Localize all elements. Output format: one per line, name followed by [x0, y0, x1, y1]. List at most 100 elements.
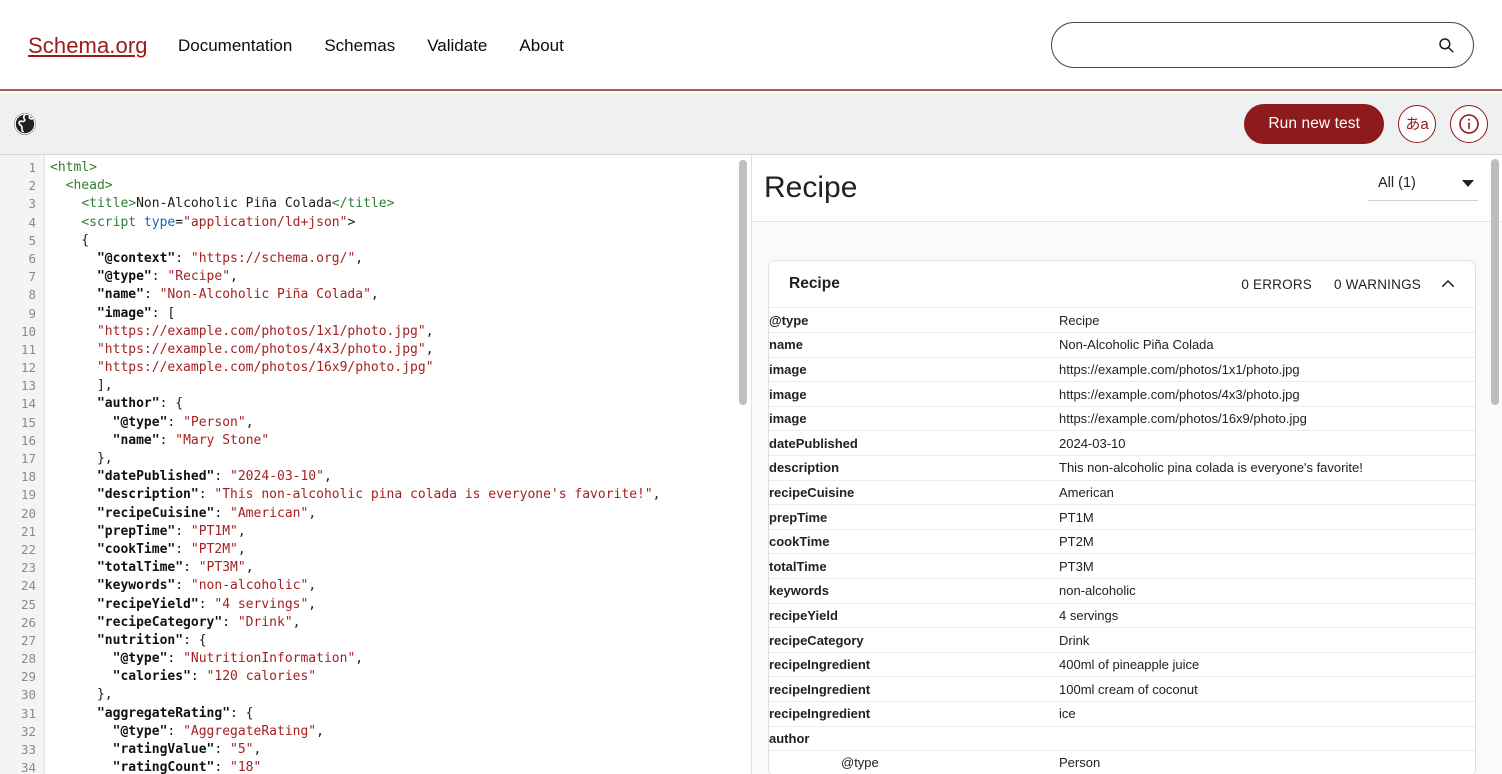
code-line[interactable]: 26 "recipeCategory": "Drink", [0, 614, 751, 632]
chevron-up-icon[interactable] [1439, 275, 1457, 293]
code-line[interactable]: 3 <title>Non-Alcoholic Piña Colada</titl… [0, 195, 751, 213]
code-line[interactable]: 13 ], [0, 377, 751, 395]
nav-item-schemas[interactable]: Schemas [324, 36, 396, 55]
code-editor-pane[interactable]: 1 <html> 2 <head> 3 <title>Non-Alcoholic Pi… [0, 155, 752, 774]
table-row: @type Recipe [769, 308, 1475, 334]
code-line-text[interactable]: "@type": "Person", [112, 414, 254, 430]
line-number: 4 [28, 214, 36, 230]
run-new-test-button[interactable]: Run new test [1244, 103, 1384, 144]
code-line[interactable]: 31 "aggregateRating": { [0, 705, 751, 723]
code-lines[interactable]: 1 <html> 2 <head> 3 <title>Non-Alcoholic Pi… [0, 159, 751, 774]
code-line[interactable]: 2 <head> [0, 177, 751, 195]
code-line-text[interactable]: "prepTime": "PT1M", [96, 523, 246, 539]
nav-item-documentation[interactable]: Documentation [178, 36, 293, 55]
code-line-text[interactable]: <html> [50, 160, 97, 175]
code-line[interactable]: 24 "keywords": "non-alcoholic", [0, 577, 751, 595]
code-line[interactable]: 20 "recipeCuisine": "American", [0, 505, 751, 523]
search-icon[interactable] [1437, 36, 1455, 54]
code-line[interactable]: 6 "@context": "https://schema.org/", [0, 250, 751, 268]
info-button[interactable] [1450, 104, 1488, 143]
code-line[interactable]: 25 "recipeYield": "4 servings", [0, 596, 751, 614]
table-row: recipeIngredient ice [769, 701, 1475, 727]
table-row: datePublished 2024-03-10 [769, 430, 1475, 457]
table-row: keywords non-alcoholic [769, 578, 1475, 604]
table-row: recipeYield 4 servings [769, 603, 1475, 629]
results-scrollbar[interactable] [1491, 159, 1499, 405]
code-line[interactable]: 11 "https://example.com/photos/4x3/photo… [0, 341, 751, 359]
code-line-text[interactable]: "ratingCount": "18" [112, 760, 262, 774]
code-line[interactable]: 1 <html> [0, 159, 751, 177]
code-line-text[interactable]: <title>Non-Alcoholic Piña Colada</title> [81, 196, 395, 212]
code-line-text[interactable]: "nutrition": { [96, 632, 207, 648]
code-line[interactable]: 8 "name": "Non-Alcoholic Piña Colada", [0, 286, 751, 304]
language-toggle-button[interactable]: あa [1398, 104, 1436, 143]
code-line[interactable]: 12 "https://example.com/photos/16x9/phot… [0, 359, 751, 377]
nav-item-validate[interactable]: Validate [427, 36, 488, 55]
line-number: 11 [20, 341, 36, 357]
code-line-text[interactable]: "recipeCuisine": "American", [96, 505, 317, 521]
code-line[interactable]: 28 "@type": "NutritionInformation", [0, 650, 751, 668]
code-line-text[interactable]: ], [50, 378, 113, 394]
code-line[interactable]: 9 "image": [ [0, 305, 751, 323]
code-line[interactable]: 22 "cookTime": "PT2M", [0, 541, 751, 559]
code-line-text[interactable]: "name": "Non-Alcoholic Piña Colada", [96, 287, 379, 303]
code-line-text[interactable]: "aggregateRating": { [96, 705, 254, 721]
property-value: PT2M [1059, 529, 1475, 555]
code-line-text[interactable]: "datePublished": "2024-03-10", [96, 469, 332, 485]
site-header: Schema.org Documentation Schemas Validat… [0, 0, 1502, 91]
code-line-text[interactable]: }, [50, 451, 113, 466]
table-row: name Non-Alcoholic Piña Colada [769, 332, 1475, 358]
code-line[interactable]: 15 "@type": "Person", [0, 414, 751, 432]
code-line-text[interactable]: }, [50, 687, 113, 703]
info-icon [1459, 113, 1479, 134]
code-line-text[interactable]: "recipeCategory": "Drink", [96, 614, 301, 630]
code-line[interactable]: 33 "ratingValue": "5", [0, 741, 751, 759]
code-line[interactable]: 14 "author": { [0, 395, 751, 413]
code-line[interactable]: 10 "https://example.com/photos/1x1/photo… [0, 323, 751, 341]
code-line[interactable]: 19 "description": "This non-alcoholic pi… [0, 486, 751, 504]
code-line[interactable]: 29 "calories": "120 calories" [0, 668, 751, 686]
code-line-text[interactable]: "recipeYield": "4 servings", [96, 596, 317, 612]
code-line-text[interactable]: "totalTime": "PT3M", [96, 560, 254, 576]
nav-item-about[interactable]: About [519, 36, 564, 55]
code-line-text[interactable]: <script type="application/ld+json"> [81, 214, 356, 230]
brand-logo[interactable]: Schema.org [28, 33, 148, 58]
code-line[interactable]: 34 "ratingCount": "18" [0, 759, 751, 774]
code-line-text[interactable]: "keywords": "non-alcoholic", [96, 578, 317, 594]
code-line[interactable]: 18 "datePublished": "2024-03-10", [0, 468, 751, 486]
code-line[interactable]: 17 }, [0, 450, 751, 468]
code-line[interactable]: 21 "prepTime": "PT1M", [0, 523, 751, 541]
code-line[interactable]: 5 { [0, 232, 751, 250]
code-line-text[interactable]: "@type": "NutritionInformation", [112, 651, 364, 667]
search-box[interactable] [1051, 22, 1474, 68]
code-scrollbar[interactable] [739, 160, 747, 405]
code-line-text[interactable]: "ratingValue": "5", [112, 742, 262, 757]
code-line-text[interactable]: "cookTime": "PT2M", [96, 541, 246, 557]
code-line-text[interactable]: "name": "Mary Stone" [112, 432, 270, 448]
result-card-header[interactable]: Recipe 0 ERRORS 0 WARNINGS [769, 261, 1475, 308]
code-line-text[interactable]: "https://example.com/photos/1x1/photo.jp… [96, 323, 434, 339]
code-line[interactable]: 4 <script type="application/ld+json"> [0, 214, 751, 232]
code-line-text[interactable]: "@context": "https://schema.org/", [96, 250, 364, 266]
code-line-text[interactable]: "@type": "Recipe", [96, 269, 238, 285]
code-line-text[interactable]: "https://example.com/photos/16x9/photo.j… [96, 360, 434, 376]
globe-icon[interactable] [12, 111, 38, 137]
table-row: recipeIngredient 400ml of pineapple juice [769, 652, 1475, 678]
code-line[interactable]: 7 "@type": "Recipe", [0, 268, 751, 286]
results-filter-select[interactable]: All (1) [1368, 175, 1478, 201]
code-line-text[interactable]: "image": [ [96, 305, 176, 321]
code-line[interactable]: 23 "totalTime": "PT3M", [0, 559, 751, 577]
code-line-text[interactable]: "https://example.com/photos/4x3/photo.jp… [96, 341, 434, 357]
code-line-text[interactable]: "description": "This non-alcoholic pina … [96, 487, 661, 503]
code-line[interactable]: 27 "nutrition": { [0, 632, 751, 650]
line-number: 21 [20, 523, 36, 539]
code-line[interactable]: 30 }, [0, 686, 751, 704]
code-line-text[interactable]: "calories": "120 calories" [112, 669, 317, 685]
search-input[interactable] [1052, 23, 1437, 67]
code-line[interactable]: 16 "name": "Mary Stone" [0, 432, 751, 450]
code-line-text[interactable]: <head> [65, 178, 113, 194]
code-line-text[interactable]: "@type": "AggregateRating", [112, 723, 324, 739]
code-line[interactable]: 32 "@type": "AggregateRating", [0, 723, 751, 741]
code-line-text[interactable]: "author": { [96, 396, 184, 412]
code-line-text[interactable]: { [50, 232, 90, 248]
